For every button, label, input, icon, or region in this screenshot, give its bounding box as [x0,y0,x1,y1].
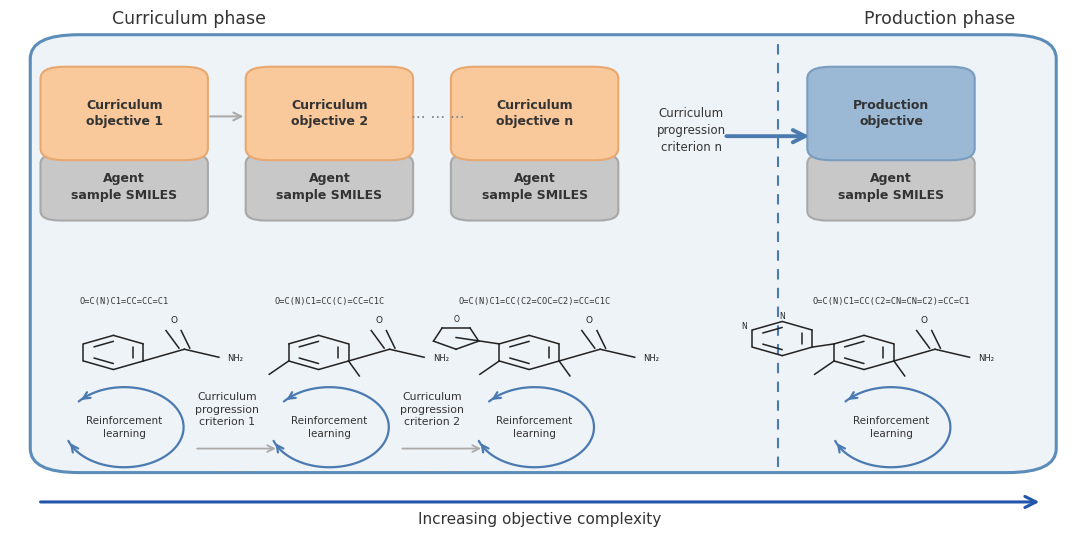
Text: O=C(N)C1=CC(C2=COC=C2)=CC=C1C: O=C(N)C1=CC(C2=COC=C2)=CC=C1C [459,297,610,306]
FancyBboxPatch shape [41,67,207,160]
Text: Production phase: Production phase [864,10,1015,28]
Text: Increasing objective complexity: Increasing objective complexity [418,512,662,527]
Text: O=C(N)C1=CC(C)=CC=C1C: O=C(N)C1=CC(C)=CC=C1C [274,297,384,306]
Text: Agent
sample SMILES: Agent sample SMILES [838,172,944,202]
FancyBboxPatch shape [246,67,413,160]
Text: O: O [585,317,593,325]
Text: Curriculum
objective 2: Curriculum objective 2 [291,99,368,128]
Text: ... ... ...: ... ... ... [410,106,464,121]
Text: Reinforcement
learning: Reinforcement learning [292,416,367,438]
Text: O=C(N)C1=CC=CC=C1: O=C(N)C1=CC=CC=C1 [80,297,168,306]
Text: O: O [454,316,459,324]
Text: Curriculum
objective 1: Curriculum objective 1 [85,99,163,128]
Text: Curriculum
progression
criterion 2: Curriculum progression criterion 2 [400,392,464,427]
Text: O: O [375,317,382,325]
FancyBboxPatch shape [451,67,618,160]
FancyBboxPatch shape [807,154,974,221]
Text: Curriculum
progression
criterion n: Curriculum progression criterion n [657,107,726,154]
Text: ... ... ...: ... ... ... [217,464,256,474]
Text: Reinforcement
learning: Reinforcement learning [853,416,929,438]
Text: Agent
sample SMILES: Agent sample SMILES [276,172,382,202]
Text: Reinforcement
learning: Reinforcement learning [86,416,162,438]
Text: O: O [920,317,928,325]
Text: Production
objective: Production objective [853,99,929,128]
Text: NH₂: NH₂ [228,354,244,363]
Text: O=C(N)C1=CC(C2=CN=CN=C2)=CC=C1: O=C(N)C1=CC(C2=CN=CN=C2)=CC=C1 [812,297,970,306]
Text: Agent
sample SMILES: Agent sample SMILES [482,172,588,202]
Text: NH₂: NH₂ [978,354,995,363]
Text: ... ... ...: ... ... ... [422,464,461,474]
Text: N: N [780,312,785,320]
Text: Agent
sample SMILES: Agent sample SMILES [71,172,177,202]
FancyBboxPatch shape [41,154,207,221]
FancyBboxPatch shape [246,154,413,221]
Text: Curriculum phase: Curriculum phase [112,10,266,28]
FancyBboxPatch shape [451,154,618,221]
Text: Curriculum
objective n: Curriculum objective n [496,99,573,128]
FancyBboxPatch shape [30,35,1056,473]
Text: Reinforcement
learning: Reinforcement learning [497,416,572,438]
Text: N: N [741,323,746,331]
FancyBboxPatch shape [807,67,974,160]
Text: NH₂: NH₂ [644,354,660,363]
Text: Curriculum
progression
criterion 1: Curriculum progression criterion 1 [194,392,259,427]
Text: O: O [170,317,177,325]
Text: NH₂: NH₂ [433,354,449,363]
